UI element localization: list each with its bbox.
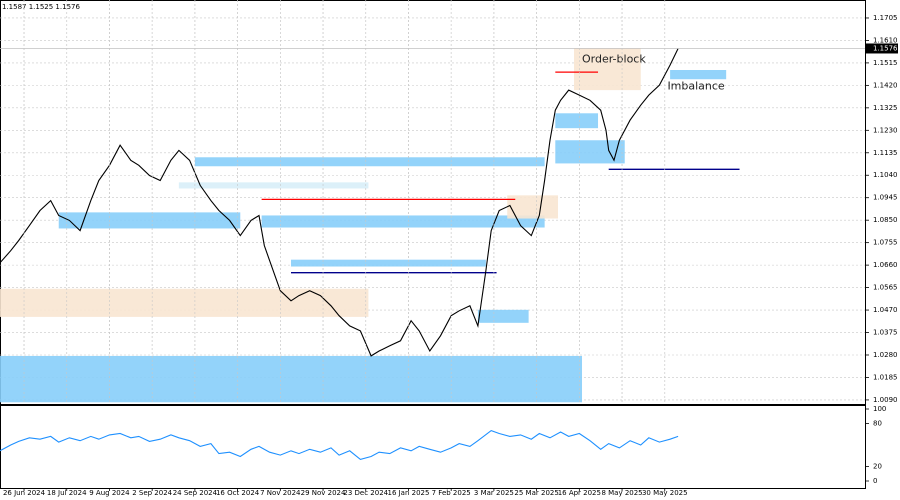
y-tick-label: 1.1705 — [873, 14, 898, 22]
price-zone — [261, 215, 545, 228]
panel-frame — [0, 405, 866, 489]
y-tick-label: 20 — [873, 463, 882, 471]
y-tick-label: 1.0090 — [873, 396, 898, 404]
y-tick-label: 1.0755 — [873, 239, 898, 247]
price-zone — [194, 157, 545, 167]
price-zone — [555, 113, 599, 129]
x-tick-label: 9 Aug 2024 — [89, 489, 130, 497]
x-tick-label: 30 May 2025 — [642, 489, 688, 497]
y-tick-label: 1.1515 — [873, 59, 898, 67]
x-tick-label: 23 Dec 2024 — [343, 489, 388, 497]
y-tick-label: 1.0660 — [873, 261, 898, 269]
y-tick-label: 1.1420 — [873, 81, 898, 89]
panel-frame — [0, 0, 866, 405]
annotation: Order-block — [582, 52, 646, 65]
x-tick-label: 2 Sep 2024 — [132, 489, 172, 497]
price-zone — [0, 355, 583, 403]
price-line — [0, 429, 679, 461]
y-tick-label: 1.1040 — [873, 171, 898, 179]
x-tick-label: 24 Sep 2024 — [173, 489, 218, 497]
y-tick-label: 1.0470 — [873, 306, 898, 314]
y-tick-label: 80 — [873, 419, 882, 427]
x-tick-label: 29 Nov 2024 — [301, 489, 346, 497]
y-tick-label: 1.0850 — [873, 216, 898, 224]
last-price-box — [866, 43, 898, 54]
y-tick-label: 100 — [873, 405, 886, 413]
y-tick-label: 1.0185 — [873, 373, 898, 381]
y-tick-label: 1.1230 — [873, 126, 898, 134]
x-tick-label: 25 Mar 2025 — [514, 489, 558, 497]
x-tick-label: 26 Jun 2024 — [3, 489, 46, 497]
x-tick-label: 16 Oct 2024 — [216, 489, 260, 497]
price-line — [0, 48, 679, 357]
x-tick-label: 16 Jan 2025 — [387, 489, 429, 497]
y-tick-label: 1.0565 — [873, 284, 898, 292]
y-tick-label: 1.0280 — [873, 351, 898, 359]
x-tick-label: 8 May 2025 — [601, 489, 642, 497]
last-price-label: 1.1576 — [873, 44, 898, 52]
price-zone — [573, 48, 641, 91]
y-tick-label: 1.1325 — [873, 104, 898, 112]
x-tick-label: 16 Apr 2025 — [558, 489, 601, 497]
price-zone — [291, 259, 486, 267]
price-zone — [0, 288, 369, 317]
y-tick-label: 1.0945 — [873, 194, 898, 202]
price-zone — [670, 70, 727, 80]
y-tick-label: 0 — [873, 477, 877, 485]
x-tick-label: 7 Feb 2025 — [432, 489, 471, 497]
x-tick-label: 18 Jul 2024 — [47, 489, 87, 497]
price-zone — [507, 195, 558, 219]
y-tick-label: 1.1135 — [873, 149, 898, 157]
x-tick-label: 3 Mar 2025 — [474, 489, 514, 497]
y-tick-label: 1.0375 — [873, 329, 898, 337]
price-zone — [178, 182, 369, 189]
price-zone — [477, 309, 529, 323]
y-tick-label: 1.1610 — [873, 36, 898, 44]
ohlc-header: 1.1587 1.1525 1.1576 — [2, 3, 80, 11]
annotation: Imbalance — [667, 79, 724, 92]
price-zone — [555, 140, 625, 164]
x-tick-label: 7 Nov 2024 — [260, 489, 301, 497]
